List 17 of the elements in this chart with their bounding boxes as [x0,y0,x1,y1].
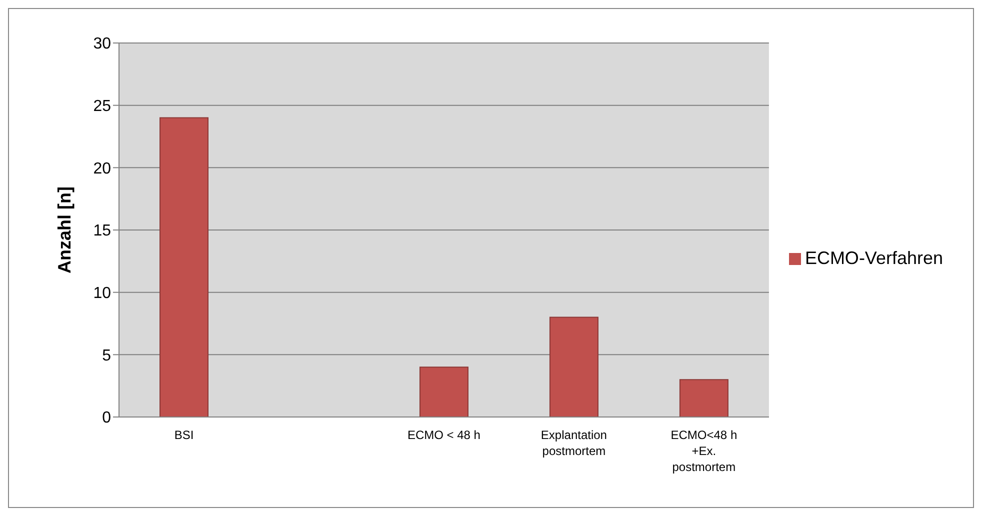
y-tick-label: 30 [93,36,112,53]
y-tick-label: 20 [93,160,112,178]
y-tick-label: 0 [102,410,112,427]
bar [679,379,728,417]
y-tick-label: 5 [102,347,112,364]
bar [160,117,208,417]
x-tick-label: BSI [174,428,194,442]
x-tick-label: ECMO < 48 h [407,428,480,442]
y-tick-label: 10 [93,285,112,302]
legend-label: ECMO-Verfahren [804,248,943,268]
y-tick-label: 15 [93,222,112,240]
x-tick-label: ECMO<48 h +Ex. postmortem [670,428,738,474]
y-axis-title: Anzahl [n] [54,186,74,274]
x-tick-label: Explantation postmortem [540,428,607,458]
bar [419,366,468,417]
y-tick-label: 25 [93,98,112,116]
bar [549,316,598,417]
